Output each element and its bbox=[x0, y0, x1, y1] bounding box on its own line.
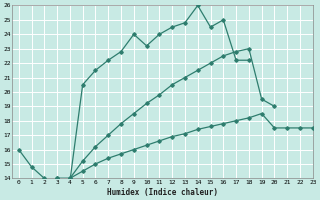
X-axis label: Humidex (Indice chaleur): Humidex (Indice chaleur) bbox=[107, 188, 218, 197]
